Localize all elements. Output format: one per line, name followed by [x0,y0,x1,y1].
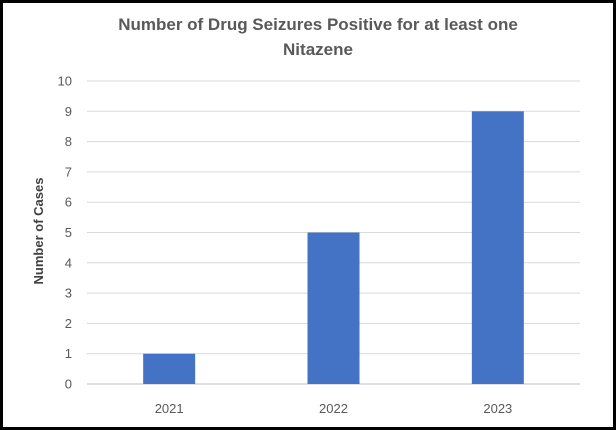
bar-chart: Number of Drug Seizures Positive for at … [31,15,580,416]
bar-2022 [307,232,360,384]
y-tick-label: 10 [58,74,72,89]
y-axis-ticks: 0 1 2 3 4 5 6 7 8 9 10 [58,74,72,392]
chart-title-line-1: Number of Drug Seizures Positive for at … [118,15,518,34]
y-tick-label: 9 [65,104,72,119]
bar-2023 [471,111,524,385]
x-tick-label: 2023 [483,401,512,416]
y-tick-label: 2 [65,316,72,331]
y-tick-label: 4 [65,255,72,270]
chart-title-line-2: Nitazene [283,40,353,59]
bar-2021 [143,353,196,384]
x-tick-label: 2022 [319,401,348,416]
x-axis-ticks: 2021 2022 2023 [155,401,513,416]
bars [143,111,524,385]
y-tick-label: 1 [65,346,72,361]
y-axis-title: Number of Cases [31,178,46,285]
y-tick-label: 8 [65,134,72,149]
y-tick-label: 0 [65,377,72,392]
y-tick-label: 7 [65,164,72,179]
x-tick-label: 2021 [155,401,184,416]
y-tick-label: 6 [65,195,72,210]
y-tick-label: 5 [65,225,72,240]
y-tick-label: 3 [65,286,72,301]
